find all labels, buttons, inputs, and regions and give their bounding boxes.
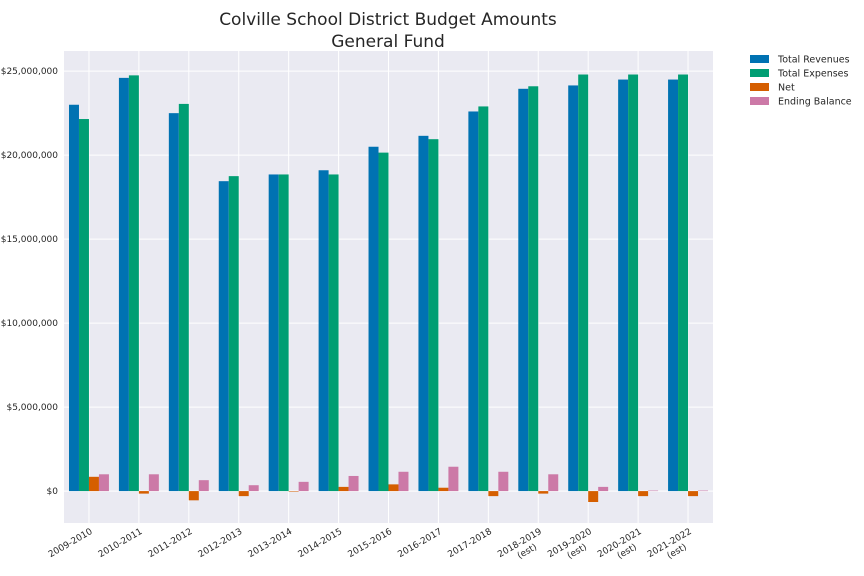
bar <box>388 484 399 492</box>
x-tick-label: 2016-2017 <box>396 527 443 560</box>
bar <box>278 174 289 492</box>
bar <box>188 491 199 501</box>
x-tick-label: 2014-2015 <box>297 527 344 560</box>
x-tick-label: 2017-2018 <box>446 527 494 560</box>
x-tick-label: 2011-2012 <box>147 527 194 560</box>
legend-swatch <box>750 83 769 91</box>
bar <box>368 146 379 492</box>
x-tick-label: 2012-2013 <box>197 527 244 560</box>
bar <box>528 86 539 492</box>
bar <box>218 181 229 492</box>
bar <box>698 490 709 492</box>
bar <box>488 491 499 497</box>
legend-label: Ending Balance <box>778 97 852 108</box>
bar <box>318 170 329 492</box>
x-tick-label: 2009-2010 <box>47 527 95 560</box>
bar <box>118 77 129 492</box>
bar <box>248 485 259 492</box>
bar <box>448 466 459 492</box>
x-tick-label: 2015-2016 <box>347 527 395 560</box>
bar <box>228 176 239 492</box>
legend-swatch <box>750 55 769 63</box>
legend: Total Revenues Total Expenses Net Ending Ba… <box>750 55 852 108</box>
bar <box>578 74 589 492</box>
y-tick-label: $10,000,000 <box>1 319 59 329</box>
bar <box>348 475 359 492</box>
x-tick-label: 2021-2022(est) <box>646 527 699 570</box>
y-tick-label: $0 <box>47 487 59 497</box>
bar <box>498 471 509 492</box>
bar <box>648 490 659 492</box>
bar <box>538 491 549 494</box>
bar <box>548 474 559 492</box>
bar <box>618 79 629 492</box>
chart-title-line1: Colville School District Budget Amounts <box>219 10 557 30</box>
x-tick-label: 2013-2014 <box>247 527 295 560</box>
bar <box>138 491 149 494</box>
bar <box>238 491 249 497</box>
bar <box>298 481 309 492</box>
bar <box>68 104 79 492</box>
bars <box>68 74 709 503</box>
legend-label: Total Revenues <box>777 55 850 66</box>
bar <box>288 491 299 492</box>
bar <box>148 474 159 492</box>
bar <box>688 491 699 497</box>
x-tick-label: 2020-2021(est) <box>596 527 649 570</box>
bar <box>568 85 579 492</box>
bar <box>328 174 339 492</box>
legend-swatch <box>750 69 769 77</box>
y-tick-label: $15,000,000 <box>1 235 59 245</box>
x-tick-label: 2018-2019(est) <box>496 527 549 570</box>
bar <box>78 119 89 492</box>
bar <box>468 111 479 492</box>
bar <box>628 74 639 492</box>
y-tick-label: $20,000,000 <box>1 151 59 161</box>
x-axis-ticks: 2009-2010 2010-2011 2011-2012 2012-2013 2013… <box>47 527 699 570</box>
bar <box>678 74 689 492</box>
bar <box>668 79 679 492</box>
legend-label: Total Expenses <box>777 69 849 80</box>
bar <box>518 88 529 492</box>
legend-swatch <box>750 97 769 105</box>
bar <box>128 75 139 492</box>
y-tick-label: $5,000,000 <box>6 403 58 413</box>
bar <box>338 486 349 492</box>
bar <box>588 491 599 503</box>
bar <box>638 491 649 497</box>
bar <box>478 106 489 492</box>
bar <box>198 480 209 492</box>
bar <box>418 135 429 492</box>
y-axis-ticks: $0 $5,000,000 $10,000,000 $15,000,000 $20,00… <box>1 67 59 497</box>
bar <box>438 487 449 492</box>
bar <box>268 174 279 492</box>
x-tick-label: 2019-2020(est) <box>546 527 599 570</box>
bar <box>168 113 179 492</box>
bar <box>398 471 409 492</box>
bar <box>378 152 389 492</box>
bar <box>98 474 109 492</box>
x-tick-label: 2010-2011 <box>97 527 144 560</box>
bar <box>88 476 99 492</box>
bar <box>598 486 609 492</box>
legend-label: Net <box>778 83 795 94</box>
bar <box>178 103 189 492</box>
bar <box>428 139 439 492</box>
chart-title-line2: General Fund <box>331 32 445 52</box>
y-tick-label: $25,000,000 <box>1 67 59 77</box>
